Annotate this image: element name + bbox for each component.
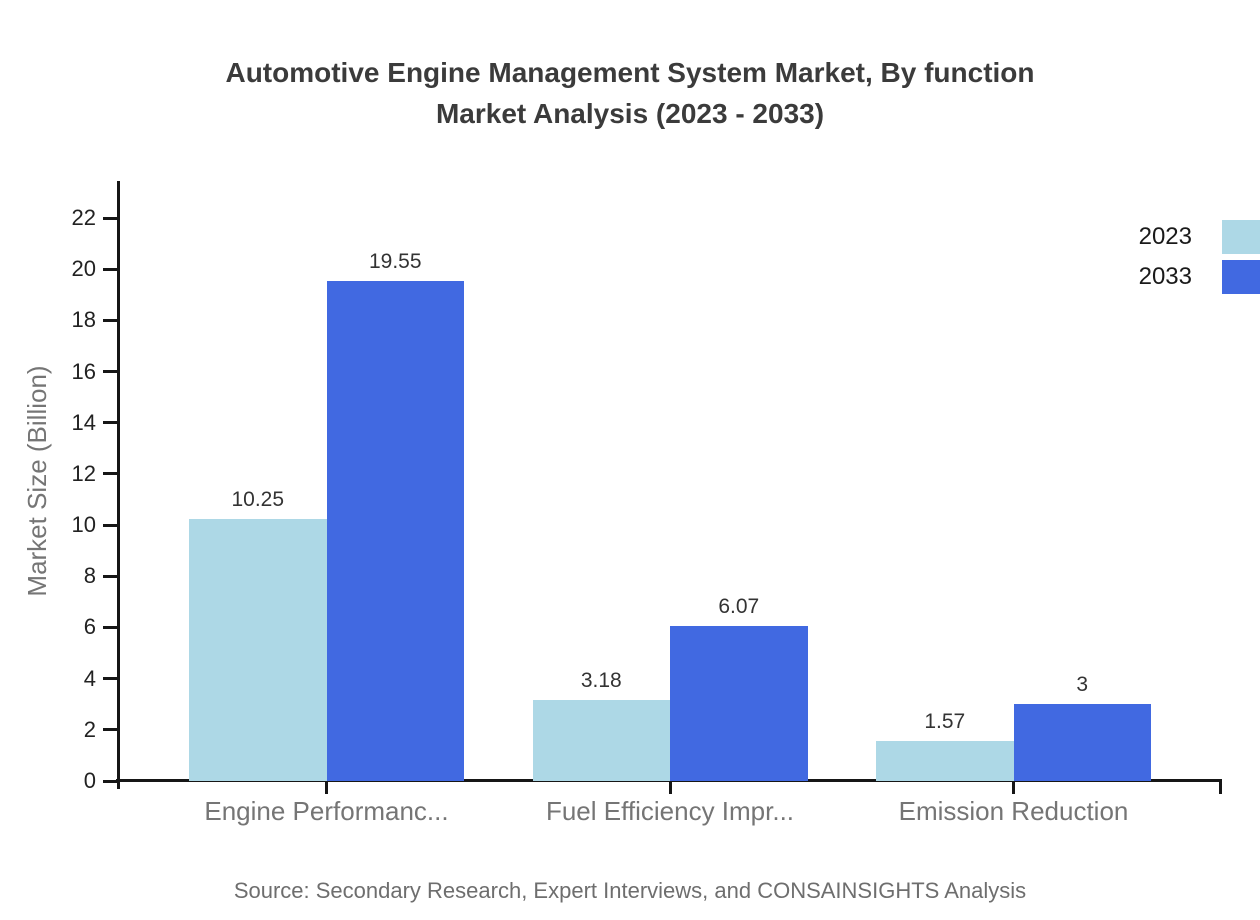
y-axis-line bbox=[117, 181, 120, 789]
source-text: Source: Secondary Research, Expert Inter… bbox=[233, 878, 1027, 903]
y-axis-tick-label: 20 bbox=[71, 256, 96, 282]
y-axis-tick bbox=[103, 216, 117, 220]
y-axis-tick bbox=[103, 779, 117, 783]
y-axis-tick bbox=[103, 574, 117, 578]
y-axis-tick bbox=[103, 267, 117, 271]
y-axis-tick-label: 2 bbox=[83, 716, 96, 742]
legend-label: 2033 bbox=[1138, 263, 1192, 290]
chart-title-line-1: Automotive Engine Management System Mark… bbox=[225, 57, 1035, 88]
x-axis-tick bbox=[325, 781, 328, 794]
bar-2033 bbox=[670, 625, 808, 781]
category-label: Engine Performanc... bbox=[204, 796, 449, 826]
y-axis-tick-label: 0 bbox=[83, 768, 96, 793]
legend-swatch bbox=[1222, 260, 1260, 294]
y-axis-tick bbox=[103, 677, 117, 681]
y-axis-tick-label: 4 bbox=[83, 665, 96, 691]
bar-value-label: 10.25 bbox=[231, 487, 285, 511]
x-axis-tick bbox=[668, 781, 672, 794]
y-axis-tick bbox=[103, 318, 117, 322]
bar-value-label: 1.57 bbox=[924, 709, 966, 733]
bar-value-label: 3 bbox=[1076, 673, 1089, 697]
legend-item-2033: 2033 bbox=[1139, 260, 1260, 294]
y-axis-tick-label: 22 bbox=[71, 205, 96, 230]
y-axis-tick bbox=[103, 523, 117, 527]
bar-2033 bbox=[326, 280, 464, 781]
y-axis-tick-label: 6 bbox=[83, 614, 96, 640]
y-axis-tick bbox=[103, 370, 117, 374]
chart-title-line-2: Market Analysis (2023 - 2033) bbox=[435, 98, 825, 129]
y-axis-tick-label: 12 bbox=[71, 460, 96, 486]
bar-value-label: 19.55 bbox=[368, 249, 422, 273]
bar-value-label: 6.07 bbox=[718, 594, 760, 618]
legend-swatch bbox=[1222, 220, 1260, 254]
bar-value-label: 3.18 bbox=[580, 668, 622, 692]
category-label: Emission Reduction bbox=[898, 796, 1129, 826]
x-axis-tick bbox=[1012, 781, 1015, 794]
legend-label: 2023 bbox=[1138, 223, 1192, 250]
y-axis-tick bbox=[103, 472, 117, 476]
y-axis-tick bbox=[103, 625, 117, 629]
chart-title: Automotive Engine Management System Mark… bbox=[0, 52, 1260, 134]
y-axis-tick-label: 16 bbox=[71, 358, 96, 384]
y-axis-tick-label: 14 bbox=[71, 409, 96, 435]
bar-2023 bbox=[532, 699, 670, 781]
bar-2033 bbox=[1013, 704, 1151, 781]
legend-item-2023: 2023 bbox=[1139, 220, 1260, 254]
y-axis-tick-label: 10 bbox=[71, 512, 96, 538]
y-axis-tick-label: 18 bbox=[71, 307, 96, 333]
bar-2023 bbox=[189, 518, 327, 781]
y-axis-tick bbox=[103, 421, 117, 425]
x-axis-end-tick bbox=[1219, 781, 1222, 794]
y-axis-tick bbox=[103, 728, 117, 732]
bar-2023 bbox=[876, 740, 1014, 781]
y-axis-tick-label: 8 bbox=[83, 563, 96, 589]
plot-area: 0 2 4 6 8 10 12 14 16 18 20 22 Engine Performanc... 1… bbox=[72, 181, 1222, 826]
category-label: Fuel Efficiency Impr... bbox=[545, 796, 795, 826]
